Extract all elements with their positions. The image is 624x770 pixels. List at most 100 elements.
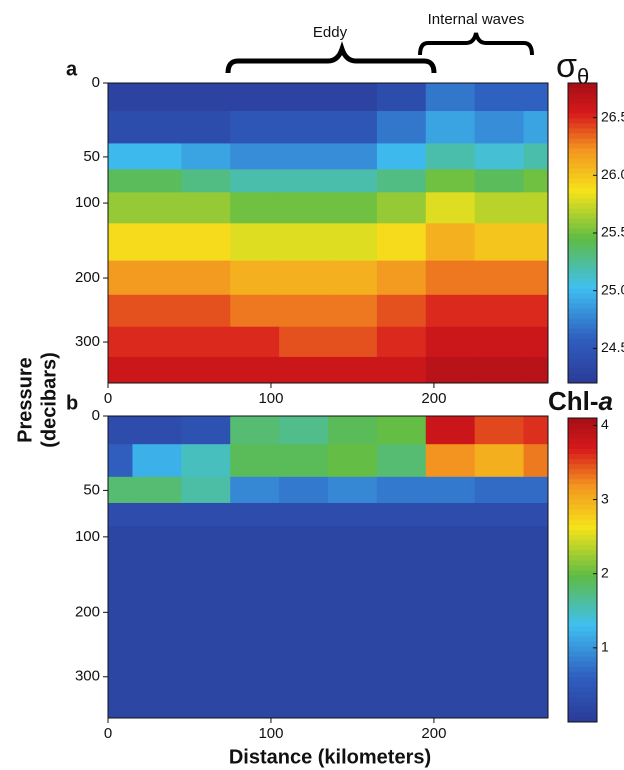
- heatmap-cell: [230, 143, 280, 170]
- heatmap-cell: [523, 557, 549, 596]
- y-tick-label: 50: [83, 148, 100, 165]
- heatmap-cell: [328, 476, 378, 504]
- colorbar-step: [568, 283, 597, 289]
- heatmap-cell: [523, 594, 549, 630]
- heatmap-cell: [279, 192, 329, 224]
- colorbar-step: [568, 153, 597, 159]
- y-tick-label: 300: [75, 668, 100, 685]
- colorbar-step: [568, 348, 597, 354]
- colorbar-step: [568, 258, 597, 264]
- heatmap-cell: [181, 629, 231, 662]
- heatmap-cell: [523, 260, 549, 296]
- heatmap-cell: [279, 661, 329, 693]
- heatmap-cell: [376, 83, 427, 112]
- y-axis-label: (decibars): [38, 352, 60, 448]
- heatmap-cell: [230, 594, 280, 630]
- colorbar-step: [568, 468, 597, 475]
- colorbar-step: [568, 514, 597, 520]
- colorbar-step: [568, 208, 597, 214]
- colorbar-step: [568, 133, 597, 139]
- heatmap-cell: [523, 169, 549, 193]
- colorbar-step: [568, 686, 597, 693]
- colorbar-step: [568, 228, 597, 234]
- colorbar-step: [568, 158, 597, 164]
- heatmap-cell: [425, 143, 476, 170]
- colorbar-step: [568, 238, 597, 244]
- heatmap-cell: [328, 83, 378, 112]
- heatmap-cell: [181, 661, 231, 693]
- heatmap-cell: [376, 476, 427, 504]
- plot-frame: [107, 415, 549, 719]
- heatmap-cell: [230, 326, 280, 358]
- heatmap-cell: [230, 416, 280, 445]
- heatmap-cell: [474, 526, 525, 558]
- heatmap-cell: [328, 223, 378, 262]
- heatmap-cell: [230, 294, 280, 328]
- waves-bracket: [418, 32, 534, 56]
- panel-label: b: [66, 392, 78, 414]
- heatmap-cell: [230, 223, 280, 262]
- colorbar-step: [568, 564, 597, 571]
- heatmap-cell: [108, 476, 133, 504]
- colorbar-step: [568, 524, 597, 530]
- heatmap-cell: [108, 294, 133, 328]
- heatmap-cell: [108, 526, 133, 558]
- heatmap-cell: [230, 83, 280, 112]
- colorbar-step: [568, 83, 597, 89]
- heatmap-cell: [132, 356, 182, 384]
- heatmap-cell: [376, 594, 427, 630]
- heatmap-cell: [132, 502, 182, 527]
- heatmap-cell: [230, 444, 280, 478]
- heatmap-cell: [108, 594, 133, 630]
- colorbar-step: [568, 113, 597, 119]
- colorbar-step: [568, 323, 597, 329]
- heatmap-cell: [132, 691, 182, 719]
- colorbar-step: [568, 706, 597, 713]
- heatmap-cell: [376, 143, 427, 170]
- colorbar-step: [568, 243, 597, 249]
- colorbar-step: [568, 418, 597, 424]
- colorbar-tick-label: 4: [601, 416, 609, 432]
- plot-frame: [107, 82, 549, 384]
- colorbar-step: [568, 625, 597, 632]
- colorbar-step: [568, 716, 597, 723]
- heatmap-cell: [108, 629, 133, 662]
- heatmap-cell: [108, 260, 133, 296]
- heatmap-cell: [376, 691, 427, 719]
- colorbar-step: [568, 288, 597, 294]
- colorbar-title: Chl-a: [548, 386, 613, 416]
- colorbar-step: [568, 661, 597, 667]
- heatmap-cell: [474, 594, 525, 630]
- heatmap-cell: [132, 629, 182, 662]
- heatmap-cell: [328, 661, 378, 693]
- colorbar-step: [568, 549, 597, 556]
- heatmap-cell: [474, 502, 525, 527]
- colorbar-step: [568, 529, 597, 536]
- heatmap-cell: [425, 356, 476, 384]
- heatmap-cell: [230, 476, 280, 504]
- heatmap-cell: [328, 416, 378, 445]
- y-tick-label: 100: [75, 528, 100, 545]
- heatmap-cell: [328, 260, 378, 296]
- heatmap-cell: [181, 143, 231, 170]
- heatmap-cell: [279, 83, 329, 112]
- colorbar-step: [568, 333, 597, 339]
- heatmap-cell: [425, 294, 476, 328]
- heatmap-cell: [425, 223, 476, 262]
- heatmap-cell: [279, 557, 329, 596]
- heatmap-cell: [425, 594, 476, 630]
- heatmap-cell: [108, 502, 133, 527]
- heatmap-cell: [474, 356, 525, 384]
- heatmap-cell: [279, 629, 329, 662]
- heatmap-cell: [376, 326, 427, 358]
- colorbar-tick-label: 26.5: [601, 108, 624, 124]
- colorbar-step: [568, 666, 597, 672]
- colorbar-step: [568, 478, 597, 485]
- colorbar-step: [568, 610, 597, 617]
- heatmap-cell: [230, 502, 280, 527]
- colorbar-step: [568, 580, 597, 586]
- heatmap-cell: [474, 416, 525, 445]
- heatmap-cell: [425, 169, 476, 193]
- heatmap-cell: [230, 169, 280, 193]
- colorbar-step: [568, 313, 597, 319]
